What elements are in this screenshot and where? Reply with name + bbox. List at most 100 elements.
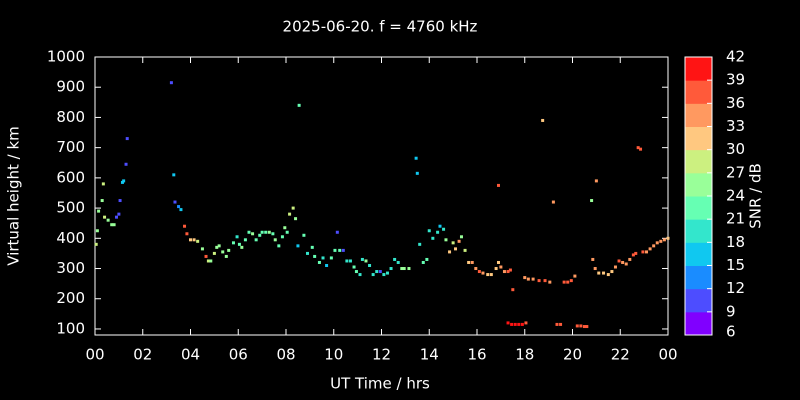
data-point — [321, 256, 325, 260]
data-point — [457, 239, 461, 243]
data-point — [341, 248, 345, 252]
data-point — [579, 324, 583, 328]
data-point — [352, 265, 356, 269]
data-point — [591, 257, 595, 261]
data-point — [537, 279, 541, 283]
data-point — [212, 251, 216, 255]
data-point — [204, 254, 208, 258]
y-tick-label: 700 — [56, 138, 85, 156]
colorbar-band — [685, 80, 712, 104]
data-point — [415, 171, 419, 175]
data-point — [94, 242, 98, 246]
data-point — [641, 250, 645, 254]
data-point — [438, 224, 442, 228]
data-point — [177, 205, 181, 209]
data-point — [496, 183, 500, 187]
data-point — [463, 248, 467, 252]
data-point — [118, 199, 122, 203]
y-tick-label: 200 — [56, 289, 85, 307]
data-point — [582, 325, 586, 329]
data-point — [172, 173, 176, 177]
data-point — [291, 206, 295, 210]
colorbar-band — [685, 103, 712, 127]
colorbar-tick-label: 42 — [726, 48, 745, 66]
data-point — [555, 322, 559, 326]
x-tick-label: 06 — [229, 346, 248, 364]
data-point — [421, 260, 425, 264]
chart-title: 2025-06-20. f = 4760 kHz — [283, 18, 478, 36]
x-tick-label: 12 — [372, 346, 391, 364]
data-point — [459, 235, 463, 239]
data-point — [520, 322, 524, 326]
data-point — [659, 239, 663, 243]
data-point — [513, 322, 517, 326]
data-point — [442, 227, 446, 231]
x-tick-label: 00 — [658, 346, 677, 364]
data-point — [655, 241, 659, 245]
data-point — [173, 200, 177, 204]
data-point — [569, 279, 573, 283]
data-point — [636, 146, 640, 150]
y-tick-label: 400 — [56, 229, 85, 247]
y-tick-label: 500 — [56, 199, 85, 217]
data-point — [517, 322, 521, 326]
x-tick-label: 02 — [133, 346, 152, 364]
data-point — [124, 162, 128, 166]
data-point — [114, 215, 118, 219]
data-point — [273, 238, 277, 242]
data-point — [496, 260, 500, 264]
data-point — [662, 238, 666, 242]
data-point — [106, 218, 110, 222]
x-tick-label: 14 — [420, 346, 439, 364]
colorbar-band — [685, 196, 712, 220]
data-point — [448, 250, 452, 254]
y-tick-label: 900 — [56, 78, 85, 96]
data-point — [305, 251, 309, 255]
colorbar-tick-label: 36 — [726, 94, 745, 112]
data-point — [481, 271, 485, 275]
data-point — [414, 156, 418, 160]
data-point — [613, 265, 617, 269]
data-point — [531, 277, 535, 281]
data-point — [345, 259, 349, 263]
colorbar-tick-label: 6 — [726, 323, 736, 341]
data-point — [335, 230, 339, 234]
data-point — [602, 271, 606, 275]
data-point — [254, 238, 258, 242]
data-point — [548, 280, 552, 284]
x-tick-label: 04 — [181, 346, 200, 364]
data-point — [510, 322, 514, 326]
data-point — [585, 325, 589, 329]
data-point — [260, 230, 264, 234]
data-point — [206, 259, 210, 263]
data-point — [470, 260, 474, 264]
data-point — [400, 267, 404, 271]
data-point — [385, 271, 389, 275]
data-point — [524, 321, 528, 325]
data-point — [310, 245, 314, 249]
data-point — [511, 288, 515, 292]
data-point — [621, 260, 625, 264]
data-point — [378, 270, 382, 274]
y-axis-label: Virtual height / km — [5, 126, 23, 265]
data-point — [467, 260, 471, 264]
data-point — [454, 247, 458, 251]
colorbar-tick-label: 9 — [726, 302, 736, 320]
colorbar-band — [685, 57, 712, 81]
data-point — [235, 235, 239, 239]
data-point — [368, 264, 372, 267]
data-point — [215, 245, 219, 249]
data-point — [645, 250, 649, 254]
data-point — [575, 324, 579, 328]
data-point — [402, 267, 406, 271]
data-point — [101, 182, 105, 186]
x-tick-label: 22 — [611, 346, 630, 364]
data-point — [125, 137, 129, 141]
data-point — [110, 223, 114, 227]
data-point — [277, 244, 281, 248]
x-tick-label: 10 — [324, 346, 343, 364]
data-point — [559, 322, 563, 326]
data-point — [185, 232, 189, 236]
